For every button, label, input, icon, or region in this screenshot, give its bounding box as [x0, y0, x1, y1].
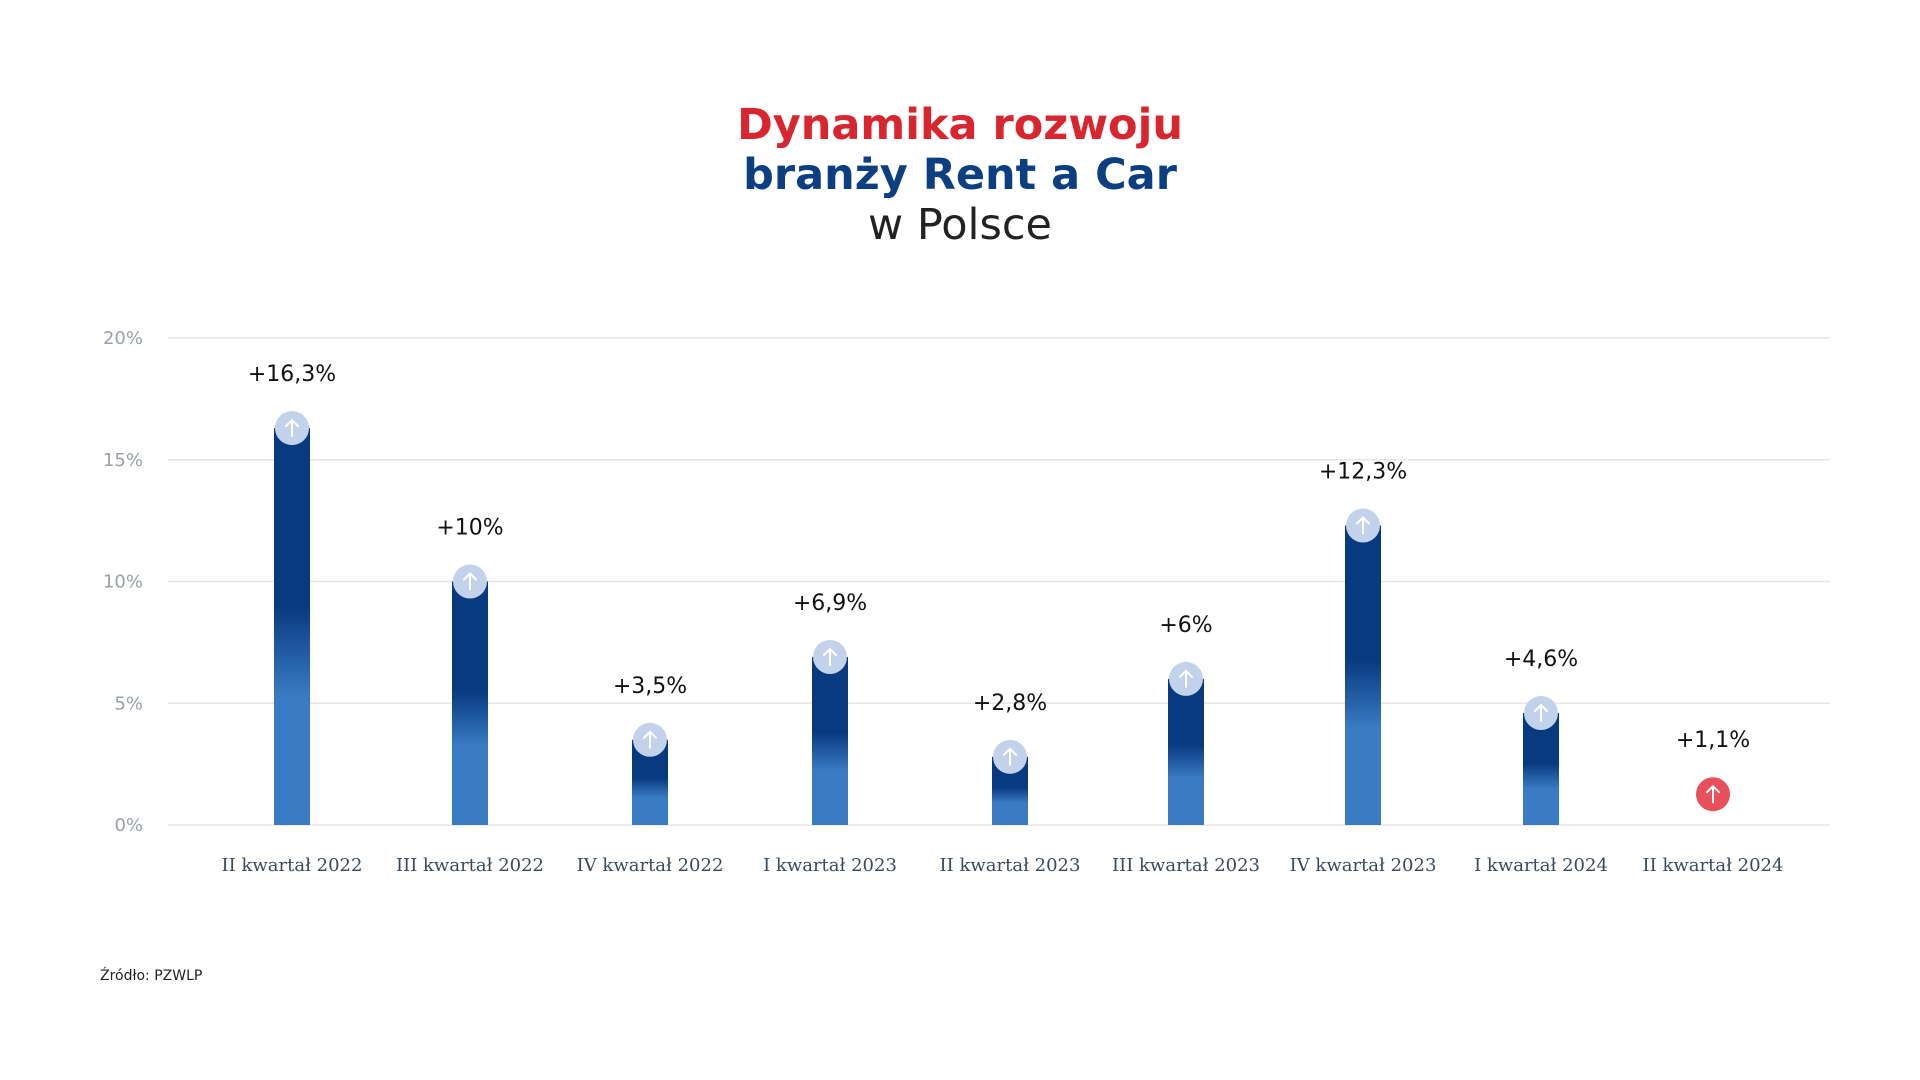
bar [812, 656, 848, 825]
data-label: +16,3% [248, 362, 336, 387]
data-label: +4,6% [1504, 647, 1578, 672]
x-tick-label: I kwartał 2023 [763, 855, 897, 876]
title-line-2: branży Rent a Car [743, 150, 1177, 200]
data-label: +6% [1159, 613, 1212, 638]
x-tick-label: I kwartał 2024 [1474, 855, 1608, 876]
chart-title: Dynamika rozwoju branży Rent a Car w Pol… [0, 100, 1920, 250]
up-arrow-icon [1696, 777, 1730, 812]
up-arrow-icon [1346, 508, 1380, 543]
title-line-3: w Polsce [868, 200, 1052, 250]
up-arrow-icon [453, 564, 487, 599]
up-arrow-icon [813, 639, 847, 674]
data-label: +10% [436, 516, 503, 541]
x-tick-label: IV kwartał 2022 [577, 855, 724, 876]
x-tick-label: III kwartał 2022 [396, 855, 544, 876]
bar [1523, 712, 1559, 825]
up-arrow-icon [275, 411, 309, 446]
data-label: +12,3% [1319, 459, 1407, 484]
x-tick-label: IV kwartał 2023 [1290, 855, 1437, 876]
data-label: +3,5% [613, 674, 687, 699]
y-tick-label: 0% [114, 815, 143, 836]
data-label: +2,8% [973, 691, 1047, 716]
source-note: Źródło: PZWLP [100, 968, 203, 984]
x-tick-label: II kwartał 2022 [222, 855, 363, 876]
bar [1168, 678, 1204, 825]
up-arrow-icon [633, 722, 667, 757]
bar [1345, 525, 1381, 825]
x-tick-label: II kwartał 2024 [1643, 855, 1784, 876]
data-label: +6,9% [793, 591, 867, 616]
up-arrow-icon [1169, 661, 1203, 696]
bar [452, 581, 488, 825]
title-line-1: Dynamika rozwoju [737, 100, 1183, 150]
up-arrow-icon [1524, 695, 1558, 730]
up-arrow-icon [993, 739, 1027, 774]
x-tick-label: III kwartał 2023 [1112, 855, 1260, 876]
y-tick-label: 15% [103, 450, 143, 471]
data-label: +1,1% [1676, 728, 1750, 753]
y-tick-label: 5% [114, 693, 143, 714]
x-tick-label: II kwartał 2023 [940, 855, 1081, 876]
bar [274, 428, 310, 825]
y-tick-label: 10% [103, 572, 143, 593]
y-tick-label: 20% [103, 328, 143, 349]
